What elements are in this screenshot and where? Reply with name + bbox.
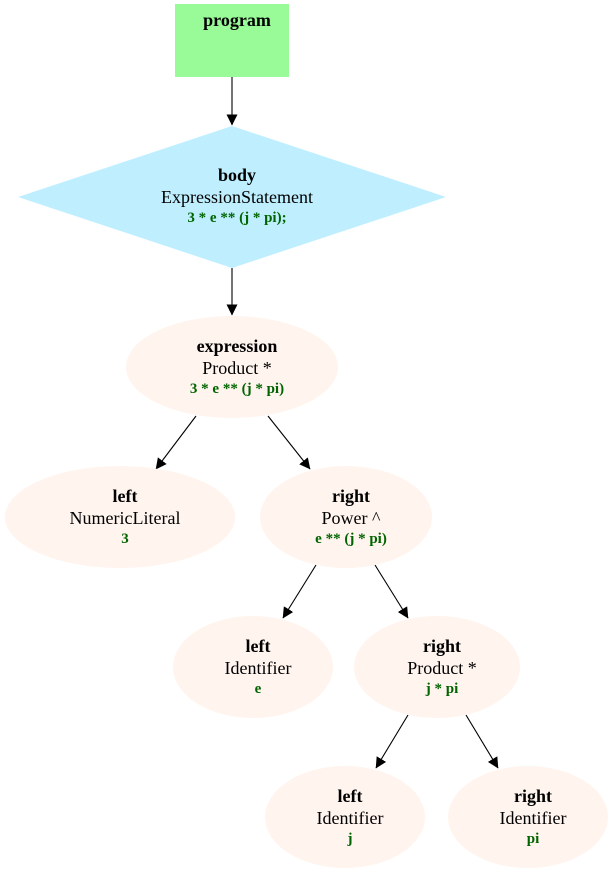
node-right-power: right Power ^ e ** (j * pi) (260, 466, 432, 568)
node-left-numeric-role: left (113, 486, 138, 506)
node-right-pi-role: right (514, 786, 552, 806)
edge-expression-right (267, 415, 311, 470)
node-right-pi-ellipse (448, 766, 608, 868)
node-right-power-code: e ** (j * pi) (315, 531, 387, 547)
edge-power-right (374, 564, 409, 619)
node-right-pi-code: pi (527, 831, 540, 847)
node-expression: expression Product * 3 * e ** (j * pi) (126, 316, 338, 418)
edges (155, 77, 499, 769)
node-left-numeric-code: 3 (121, 531, 129, 547)
node-right-product-role: right (423, 636, 461, 656)
edge-expression-left (155, 415, 197, 470)
node-left-j-ellipse (265, 766, 425, 868)
edge-product-right (465, 714, 499, 769)
node-left-j: left Identifier j (265, 766, 425, 868)
node-right-product-code: j * pi (425, 681, 459, 697)
node-left-e-type: Identifier (225, 658, 292, 678)
node-expression-type: Product * (202, 358, 272, 378)
edge-product-left (375, 714, 409, 769)
node-body-type: ExpressionStatement (161, 187, 313, 207)
node-expression-ellipse (126, 316, 338, 418)
node-expression-role: expression (197, 336, 278, 356)
node-left-j-role: left (338, 786, 363, 806)
node-body-diamond (18, 126, 446, 268)
node-left-e-role: left (246, 636, 271, 656)
node-right-product-type: Product * (407, 658, 477, 678)
edge-power-left (282, 564, 317, 619)
node-right-power-type: Power ^ (322, 508, 381, 528)
node-program: program (175, 4, 289, 77)
node-right-pi: right Identifier pi (448, 766, 608, 868)
node-body: body ExpressionStatement 3 * e ** (j * p… (18, 126, 446, 268)
node-body-code: 3 * e ** (j * pi); (187, 210, 286, 226)
node-left-numeric: left NumericLiteral 3 (5, 466, 235, 568)
node-left-e-code: e (255, 681, 262, 697)
node-left-j-code: j (347, 831, 353, 847)
node-left-numeric-ellipse (5, 466, 235, 568)
node-left-numeric-type: NumericLiteral (70, 508, 181, 528)
node-left-j-type: Identifier (317, 808, 384, 828)
node-right-pi-type: Identifier (500, 808, 567, 828)
node-right-product-ellipse (354, 616, 520, 718)
node-left-e-ellipse (173, 616, 333, 718)
node-program-role: program (203, 10, 271, 30)
node-right-power-ellipse (260, 466, 432, 568)
node-right-product: right Product * j * pi (354, 616, 520, 718)
node-right-power-role: right (332, 486, 370, 506)
node-left-e: left Identifier e (173, 616, 333, 718)
node-expression-code: 3 * e ** (j * pi) (190, 381, 284, 397)
node-body-role: body (218, 165, 256, 185)
node-program-box (175, 4, 289, 77)
